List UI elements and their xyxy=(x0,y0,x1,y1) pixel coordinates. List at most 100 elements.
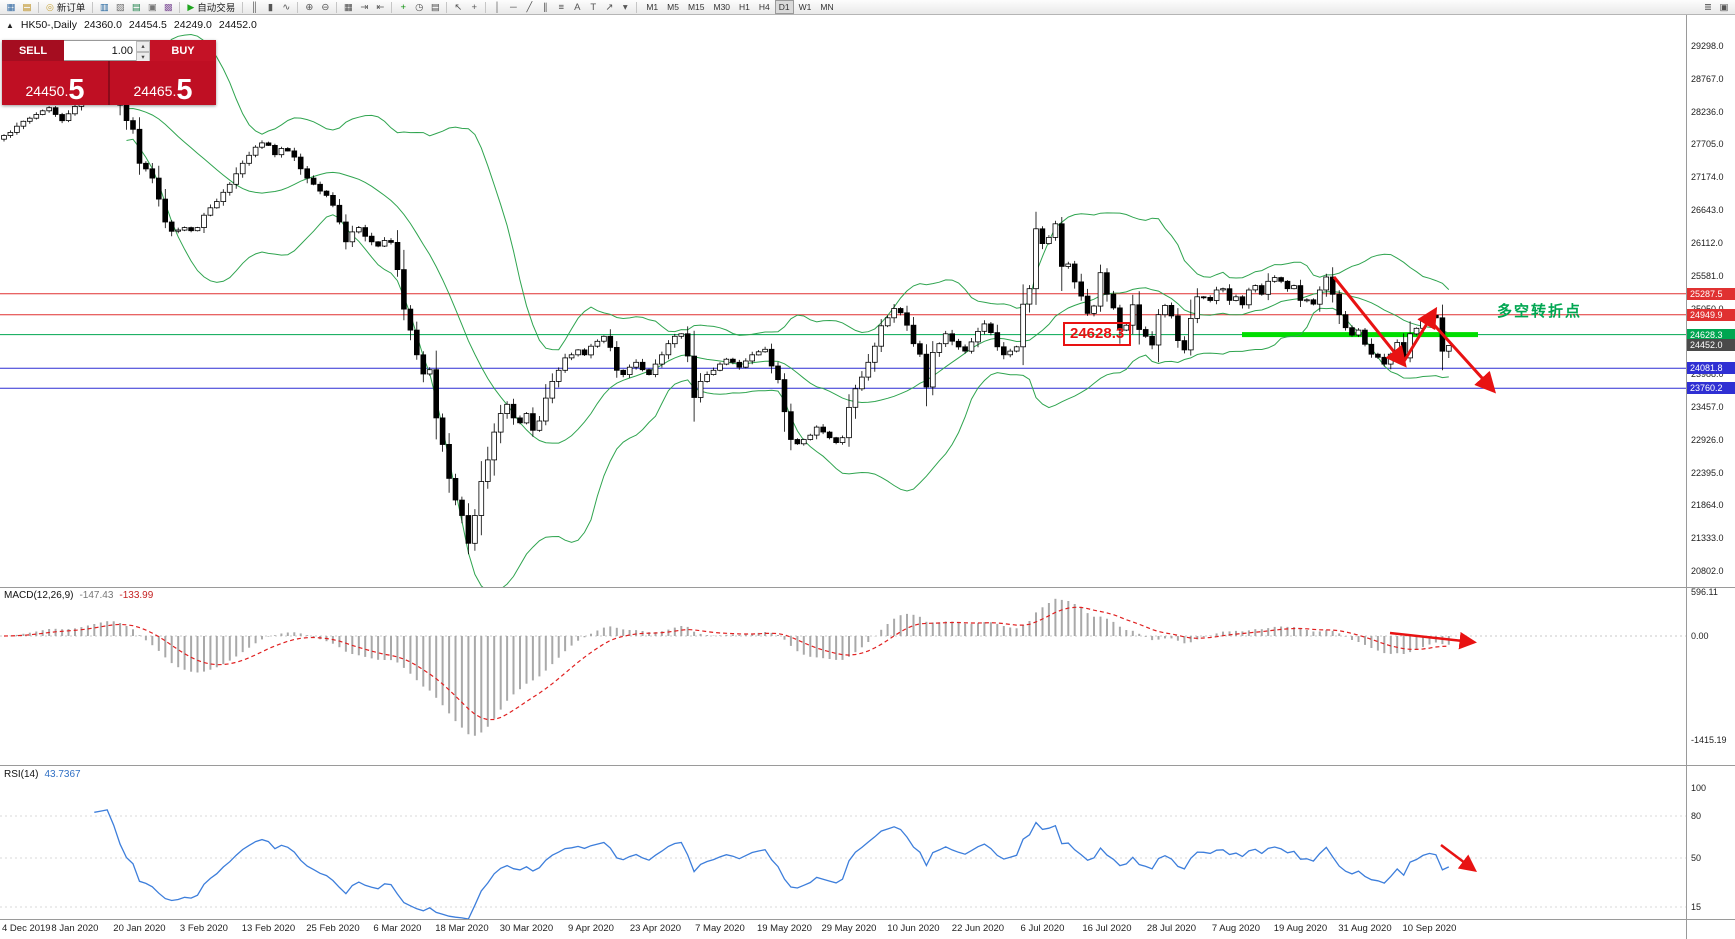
ohlc-low: 24249.0 xyxy=(173,19,212,31)
autotrading-icon: ▶ xyxy=(187,1,195,12)
terminal-icon[interactable]: ▣ xyxy=(147,1,157,13)
toolbar-separator xyxy=(38,1,39,13)
date-axis-label[interactable]: 29 May 2020 xyxy=(821,923,877,934)
volume-up-button[interactable]: ▴ xyxy=(136,41,150,52)
date-axis-label[interactable]: 22 Jun 2020 xyxy=(951,923,1005,934)
new-order-button[interactable]: ◎ 新订单 xyxy=(42,1,89,15)
date-axis-label[interactable]: 10 Sep 2020 xyxy=(1402,923,1457,934)
buy-button[interactable]: BUY xyxy=(150,40,216,61)
volume-input[interactable] xyxy=(72,44,136,57)
navigator-icon[interactable]: ▤ xyxy=(131,1,141,13)
panel-separator[interactable] xyxy=(0,587,1735,588)
date-axis-label[interactable]: 20 Jan 2020 xyxy=(113,923,166,934)
price-tag: 24949.9 xyxy=(1687,308,1735,321)
timeframe-m1-button[interactable]: M1 xyxy=(646,2,659,12)
date-axis-label[interactable]: 25 Feb 2020 xyxy=(306,923,360,934)
date-axis-label[interactable]: 31 Aug 2020 xyxy=(1338,923,1392,934)
line-chart-icon[interactable]: ∿ xyxy=(282,1,291,13)
tile-windows-icon[interactable]: ▦ xyxy=(343,1,353,13)
trend-arrows[interactable] xyxy=(1332,276,1497,394)
toolbar-separator xyxy=(636,1,638,13)
fibonacci-icon[interactable]: ≡ xyxy=(558,1,565,13)
arrows-icon[interactable]: ↗ xyxy=(605,1,614,13)
timeframe-mn-button[interactable]: MN xyxy=(820,2,834,12)
strategy-tester-icon[interactable]: ▩ xyxy=(163,1,173,13)
periods-icon[interactable]: ◷ xyxy=(415,1,424,13)
indicators-icon[interactable]: + xyxy=(400,1,407,13)
sell-price-display[interactable]: 24450. 5 xyxy=(2,61,108,105)
label-icon[interactable]: T xyxy=(590,1,597,13)
templates-icon[interactable]: ▤ xyxy=(430,1,440,13)
panel-separator[interactable] xyxy=(0,765,1735,766)
bollinger-bands xyxy=(126,33,1450,587)
zoom-in-icon[interactable]: ⊕ xyxy=(305,1,314,13)
date-axis-label[interactable]: 19 May 2020 xyxy=(756,923,812,934)
date-axis-label[interactable]: 9 Apr 2020 xyxy=(567,923,614,934)
date-axis-label[interactable]: 4 Dec 2019 xyxy=(2,923,51,934)
price-axis-tick: 20802.0 xyxy=(1691,566,1724,576)
timeframe-m5-button[interactable]: M5 xyxy=(667,2,679,12)
date-axis-label[interactable]: 30 Mar 2020 xyxy=(499,923,554,934)
new-chart-icon[interactable]: ▦ xyxy=(6,1,16,13)
trendline-icon[interactable]: ╱ xyxy=(526,1,533,13)
date-axis-label[interactable]: 8 Jan 2020 xyxy=(51,923,99,934)
auto-scroll-icon[interactable]: ⇥ xyxy=(360,1,369,13)
timeframe-d1-button[interactable]: D1 xyxy=(774,0,794,14)
symbol-label: HK50-,Daily xyxy=(20,19,77,31)
bar-chart-icon[interactable]: ║ xyxy=(250,1,258,13)
price-axis-tick: 29298.0 xyxy=(1691,41,1724,51)
panel-separator[interactable] xyxy=(0,919,1735,920)
price-axis-tick: 23457.0 xyxy=(1691,401,1724,412)
date-axis-label[interactable]: 18 Mar 2020 xyxy=(435,923,489,934)
date-axis-label[interactable]: 3 Feb 2020 xyxy=(179,923,228,934)
text-icon[interactable]: A xyxy=(574,1,581,13)
timeframe-h4-button[interactable]: H4 xyxy=(758,2,770,12)
horizontal-line-icon[interactable]: ─ xyxy=(509,1,517,13)
market-watch-icon[interactable]: ▥ xyxy=(99,1,109,13)
timeframe-h1-button[interactable]: H1 xyxy=(739,2,750,12)
turning-point-annotation[interactable]: 多空转折点 xyxy=(1497,303,1583,320)
window-arrange-icon[interactable]: ▣ xyxy=(1719,1,1729,13)
timeframe-w1-button[interactable]: W1 xyxy=(798,2,812,12)
price-axis-tick: 27174.0 xyxy=(1691,172,1724,183)
rsi-value: 43.7367 xyxy=(44,769,81,780)
price-axis-tick: 26643.0 xyxy=(1691,205,1724,216)
support-resistance-lines[interactable] xyxy=(0,293,1686,389)
price-annotation[interactable]: 24628.3 xyxy=(1063,322,1132,346)
date-axis-label[interactable]: 10 Jun 2020 xyxy=(887,923,940,934)
candlestick-chart-icon[interactable]: ▮ xyxy=(267,1,273,13)
vertical-line-icon[interactable]: │ xyxy=(494,1,501,13)
date-axis-label[interactable]: 6 Jul 2020 xyxy=(1020,923,1065,934)
chart-list-icon[interactable]: ≣ xyxy=(1704,1,1712,13)
sell-button[interactable]: SELL xyxy=(2,40,64,61)
ohlc-open: 24360.0 xyxy=(83,19,122,31)
date-axis-label[interactable]: 28 Jul 2020 xyxy=(1146,923,1196,934)
date-axis-label[interactable]: 13 Feb 2020 xyxy=(241,923,296,934)
crosshair-icon[interactable]: + xyxy=(471,1,478,13)
date-axis-label[interactable]: 19 Aug 2020 xyxy=(1273,923,1328,934)
new-order-icon: ◎ xyxy=(46,1,54,12)
date-axis-label[interactable]: 7 Aug 2020 xyxy=(1211,923,1260,934)
autotrading-button-label: 自动交易 xyxy=(197,3,236,14)
date-axis-label[interactable]: 16 Jul 2020 xyxy=(1082,923,1132,934)
equidistant-channel-icon[interactable]: ∥ xyxy=(542,1,548,13)
zoom-out-icon[interactable]: ⊖ xyxy=(321,1,330,13)
ohlc-high: 24454.5 xyxy=(128,19,167,31)
timeframe-m30-button[interactable]: M30 xyxy=(713,2,731,12)
timeframe-m15-button[interactable]: M15 xyxy=(687,2,705,12)
date-axis-label[interactable]: 23 Apr 2020 xyxy=(629,923,682,934)
autotrading-button[interactable]: ▶ 自动交易 xyxy=(183,1,239,15)
macd-value-signal: -133.99 xyxy=(119,590,154,601)
date-axis-label[interactable]: 6 Mar 2020 xyxy=(373,923,422,934)
price-axis-border[interactable] xyxy=(1686,15,1687,939)
dropdown-caret-icon[interactable]: ▾ xyxy=(622,1,628,13)
profiles-icon[interactable]: ▤ xyxy=(22,1,32,13)
date-axis-label[interactable]: 7 May 2020 xyxy=(695,923,745,934)
data-window-icon[interactable]: ▧ xyxy=(115,1,125,13)
cursor-icon[interactable]: ↖ xyxy=(454,1,463,13)
sell-price-main: 24450 xyxy=(25,83,65,99)
buy-price-display[interactable]: 24465. 5 xyxy=(110,61,216,105)
chart-shift-icon[interactable]: ⇤ xyxy=(376,1,385,13)
